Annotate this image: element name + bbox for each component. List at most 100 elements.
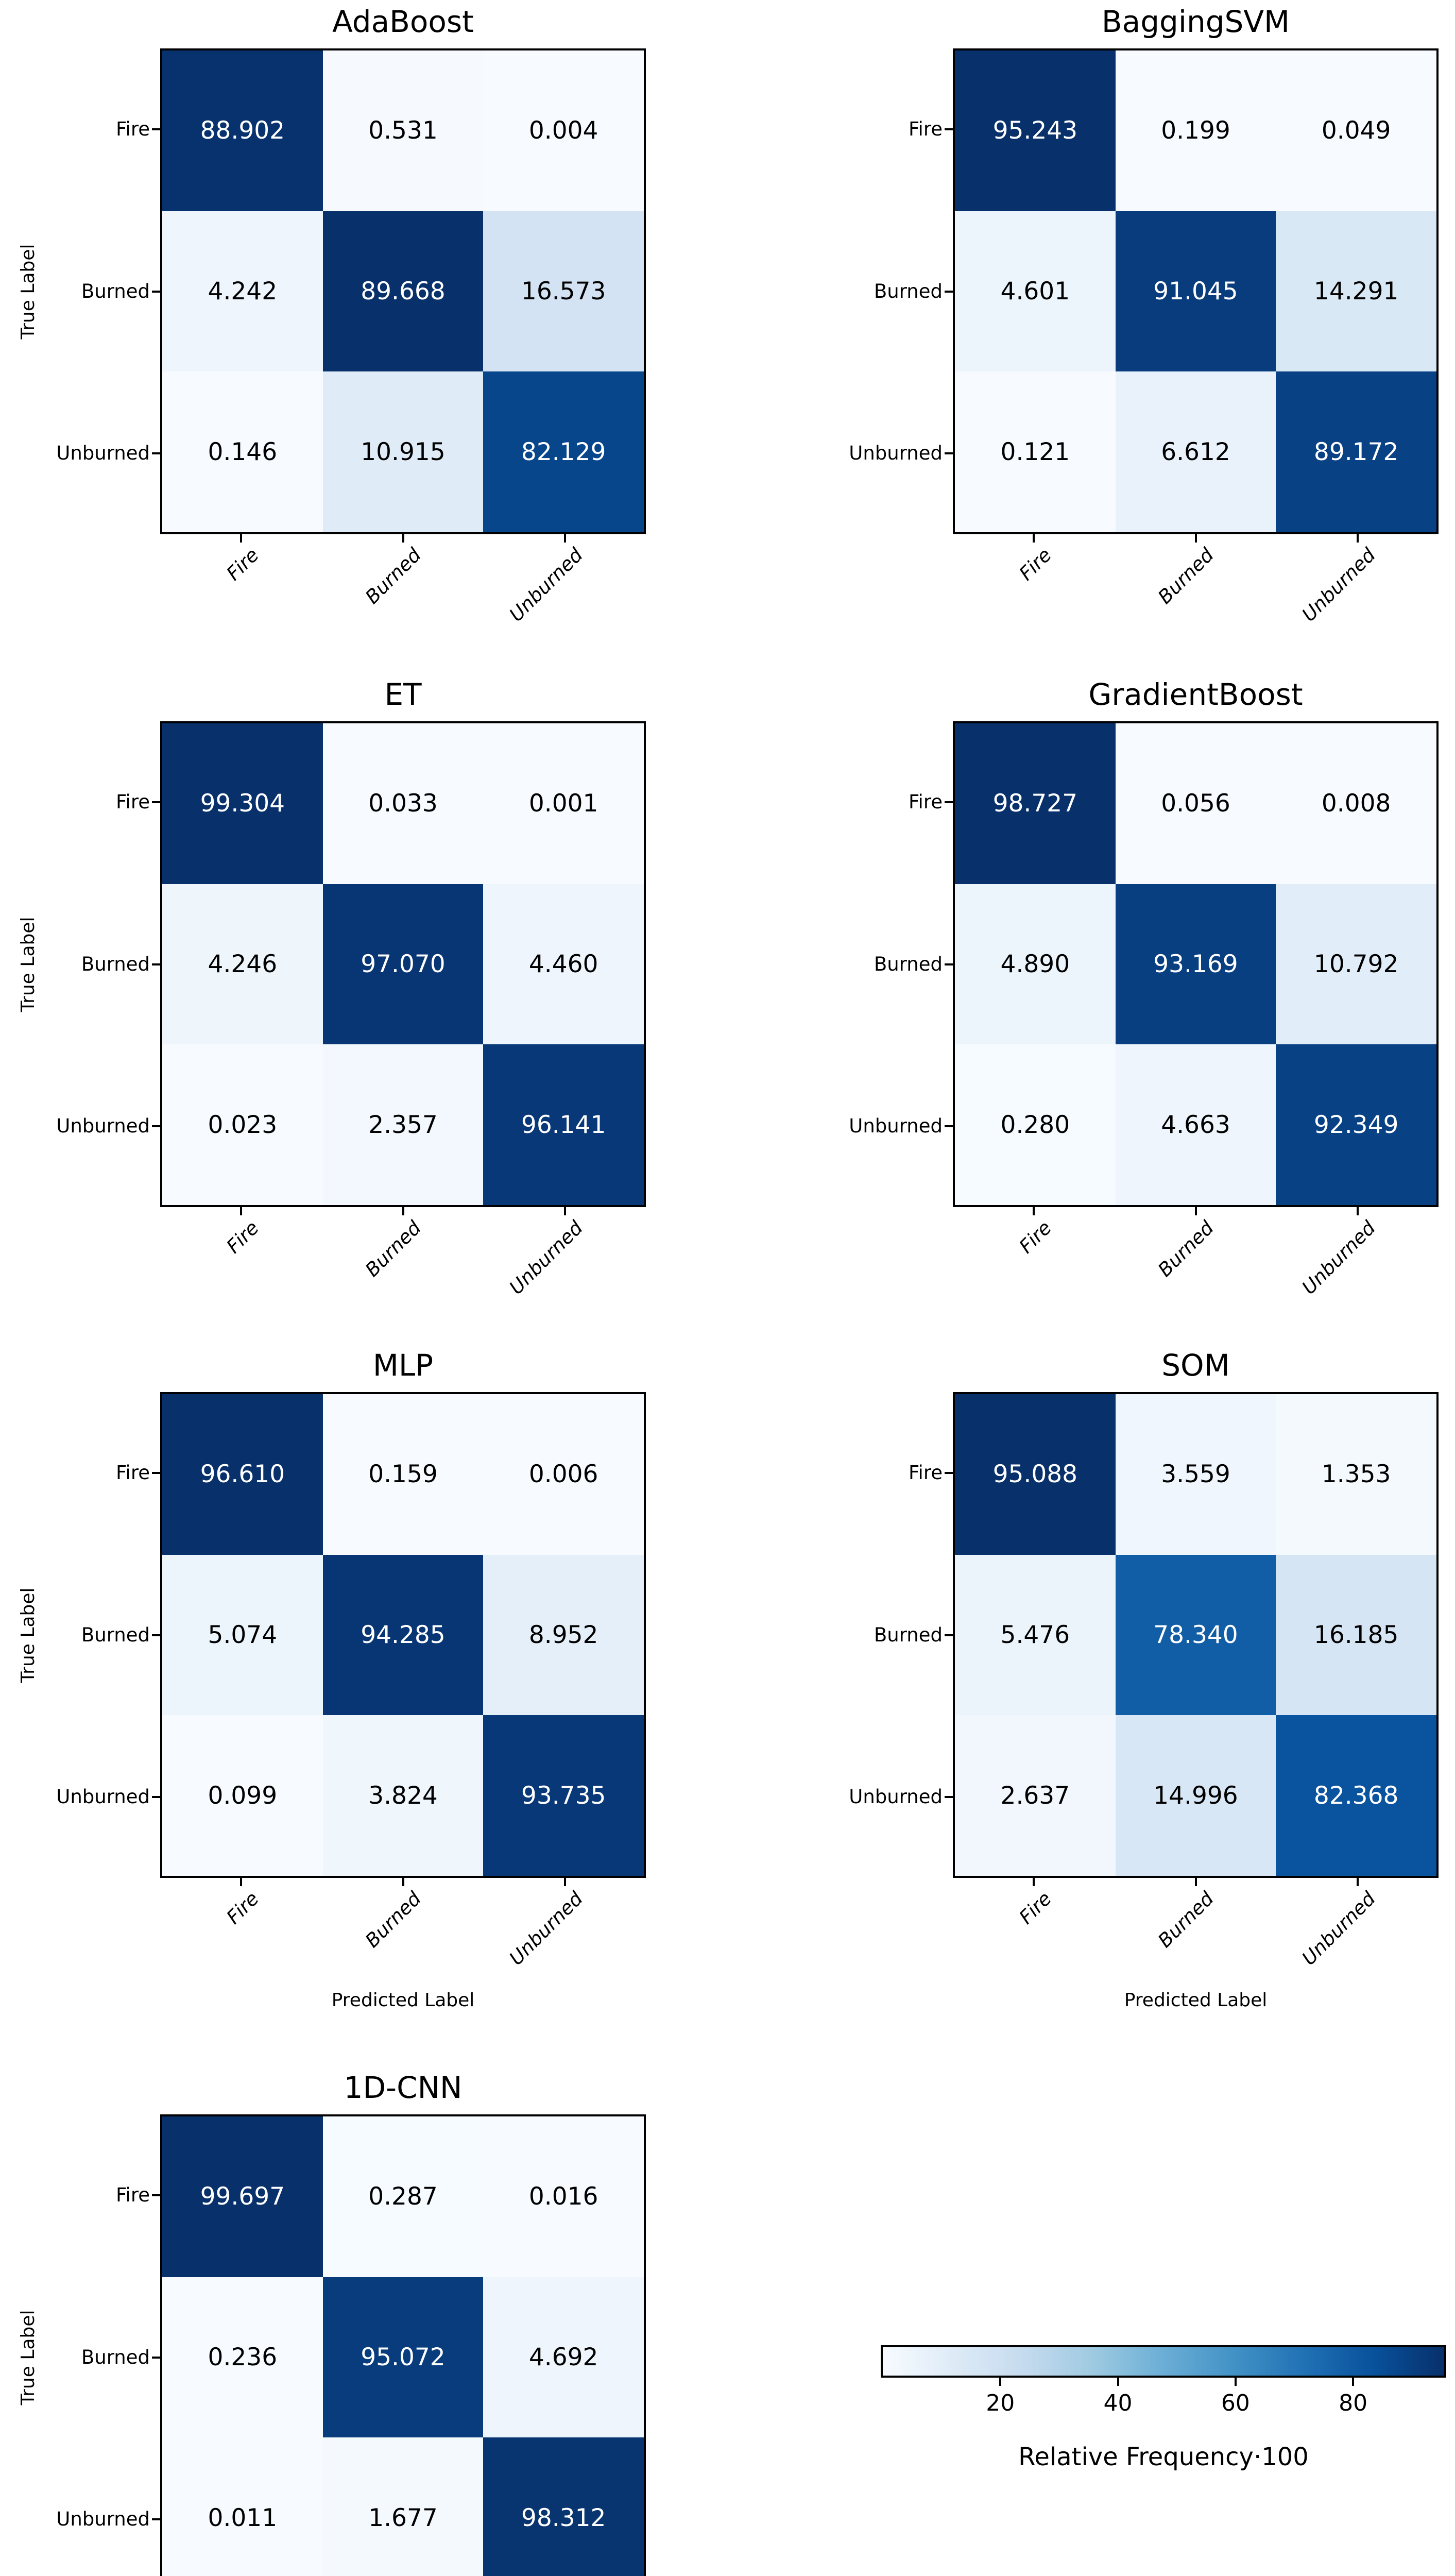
y-tick-mark	[152, 128, 160, 131]
matrix-cell: 5.074	[162, 1554, 323, 1716]
x-tick-mark	[563, 1878, 566, 1886]
x-tick-mark	[563, 534, 566, 543]
y-tick-label: Unburned	[56, 1785, 150, 1808]
matrix-cell: 4.692	[483, 2277, 644, 2438]
y-tick-label: Burned	[81, 2346, 150, 2368]
matrix-cell: 10.792	[1276, 884, 1436, 1045]
x-tick-mark	[563, 1207, 566, 1215]
matrix-cell: 97.070	[322, 884, 484, 1045]
y-tick-label: Burned	[874, 280, 943, 302]
y-tick-mark	[945, 1472, 953, 1475]
matrix-cell: 95.243	[955, 50, 1116, 211]
x-tick-mark	[1033, 534, 1035, 543]
matrix-cell: 4.460	[483, 884, 644, 1045]
y-axis-label: True Label	[18, 243, 39, 340]
x-tick-label: Burned	[1153, 544, 1218, 608]
y-tick-mark	[152, 1795, 160, 1798]
y-tick-mark	[152, 1125, 160, 1127]
matrix-cell: 10.915	[322, 371, 484, 532]
matrix-cell: 0.006	[483, 1394, 644, 1555]
colorbar-gradient	[881, 2345, 1446, 2378]
colorbar-tick-mark	[1234, 2378, 1237, 2386]
matrix-cell: 0.004	[483, 50, 644, 211]
matrix-cell: 96.141	[483, 1044, 644, 1205]
y-tick-label: Fire	[115, 791, 150, 814]
matrix-cell: 95.072	[322, 2277, 484, 2438]
matrix-cell: 0.146	[162, 371, 323, 532]
x-tick-label: Fire	[222, 544, 264, 585]
panel-title: MLP	[372, 1348, 434, 1383]
x-tick-mark	[1356, 1207, 1359, 1215]
matrix-cell: 88.902	[162, 50, 323, 211]
matrix-cell: 0.287	[322, 2116, 484, 2277]
y-tick-mark	[152, 2518, 160, 2520]
matrix-cell: 5.476	[955, 1554, 1116, 1716]
matrix-cell: 92.349	[1276, 1044, 1436, 1205]
matrix-cell: 2.357	[322, 1044, 484, 1205]
y-tick-label: Burned	[81, 280, 150, 302]
y-tick-label: Unburned	[56, 2507, 150, 2530]
matrix-cell: 1.353	[1276, 1394, 1436, 1555]
y-tick-mark	[945, 1795, 953, 1798]
matrix-cell: 1.677	[322, 2437, 484, 2576]
matrix-cell: 93.169	[1115, 884, 1276, 1045]
y-tick-label: Fire	[115, 1462, 150, 1484]
x-tick-label: Unburned	[505, 1216, 587, 1299]
matrix-cell: 0.049	[1276, 50, 1436, 211]
panel-title: ET	[384, 677, 422, 712]
x-tick-mark	[1033, 1878, 1035, 1886]
x-tick-mark	[1194, 534, 1197, 543]
x-tick-mark	[402, 534, 404, 543]
panel-axes-BaggingSVM: 95.243 0.199 0.049 4.601 91.045 14.291 0.121 6.…	[953, 48, 1439, 534]
colorbar-tick-label: 60	[1221, 2390, 1250, 2416]
matrix-cell: 89.172	[1276, 371, 1436, 532]
x-tick-mark	[1356, 534, 1359, 543]
y-tick-mark	[152, 1472, 160, 1475]
y-tick-mark	[152, 1634, 160, 1636]
y-tick-label: Unburned	[56, 442, 150, 464]
y-tick-label: Burned	[874, 953, 943, 975]
matrix-cell: 0.121	[955, 371, 1116, 532]
matrix-cell: 94.285	[322, 1554, 484, 1716]
x-tick-label: Unburned	[1297, 1887, 1380, 1970]
matrix-cell: 99.304	[162, 723, 323, 884]
panel-axes-GradientBoost: 98.727 0.056 0.008 4.890 93.169 10.792 0.280 4.…	[953, 721, 1439, 1207]
matrix-cell: 96.610	[162, 1394, 323, 1555]
x-tick-mark	[1033, 1207, 1035, 1215]
matrix-cell: 4.663	[1115, 1044, 1276, 1205]
panel-axes-MLP: 96.610 0.159 0.006 5.074 94.285 8.952 0.099 3.8…	[160, 1392, 646, 1878]
x-tick-label: Fire	[1015, 544, 1056, 585]
x-tick-label: Unburned	[1297, 1216, 1380, 1299]
matrix-cell: 4.890	[955, 884, 1116, 1045]
panel-title: BaggingSVM	[1101, 4, 1290, 39]
x-tick-label: Unburned	[1297, 544, 1380, 626]
panel-title: GradientBoost	[1088, 677, 1303, 712]
x-tick-mark	[240, 1207, 243, 1215]
x-tick-label: Unburned	[505, 544, 587, 626]
y-tick-mark	[945, 1125, 953, 1127]
y-tick-label: Fire	[908, 1462, 943, 1484]
x-axis-label: Predicted Label	[1124, 1990, 1268, 2011]
y-tick-mark	[152, 290, 160, 293]
panel-title: 1D-CNN	[344, 2070, 463, 2105]
y-tick-label: Burned	[81, 953, 150, 975]
matrix-cell: 0.056	[1115, 723, 1276, 884]
matrix-cell: 78.340	[1115, 1554, 1276, 1716]
y-tick-mark	[152, 963, 160, 965]
matrix-cell: 0.199	[1115, 50, 1276, 211]
x-tick-label: Burned	[361, 1887, 425, 1952]
matrix-cell: 89.668	[322, 211, 484, 372]
y-axis-label: True Label	[18, 916, 39, 1012]
y-tick-label: Unburned	[849, 1785, 943, 1808]
x-tick-label: Fire	[1015, 1216, 1056, 1258]
x-tick-mark	[240, 534, 243, 543]
matrix-cell: 16.185	[1276, 1554, 1436, 1716]
matrix-cell: 2.637	[955, 1715, 1116, 1876]
y-axis-label: True Label	[18, 1587, 39, 1683]
y-tick-mark	[152, 801, 160, 804]
matrix-cell: 8.952	[483, 1554, 644, 1716]
matrix-cell: 0.236	[162, 2277, 323, 2438]
matrix-cell: 0.016	[483, 2116, 644, 2277]
y-tick-label: Fire	[115, 2184, 150, 2207]
